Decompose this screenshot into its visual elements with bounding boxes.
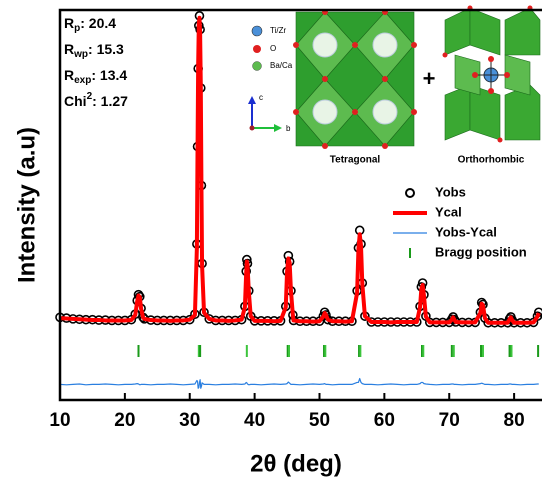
x-tick-label: 80: [504, 410, 525, 431]
x-axis-title: 2θ (deg): [250, 450, 342, 477]
phase-label: Tetragonal: [330, 155, 381, 166]
fit-stat: Rexp: 13.4: [64, 67, 127, 86]
tetragonal-structure: [293, 9, 417, 149]
x-tick-label: 40: [244, 410, 265, 431]
legend-label: Ycal: [435, 204, 462, 219]
series-line: [60, 379, 539, 389]
x-tick-label: 50: [309, 410, 330, 431]
fit-stat: Chi2: 1.27: [64, 91, 128, 109]
atom-label: Ti/Zr: [270, 26, 286, 35]
legend-label: Yobs-Ycal: [435, 224, 497, 239]
chart: Ti/Zr O Ba/Ca c b Tetragonal Orthorhombi…: [0, 0, 542, 481]
phase-label: Orthorhombic: [458, 155, 525, 166]
x-tick-label: 30: [179, 410, 200, 431]
atom-key: Ti/Zr O Ba/Ca: [252, 26, 293, 71]
stat-text: : 15.3: [88, 41, 124, 57]
legend-symbol: [406, 189, 414, 197]
orthorhombic-structure: [443, 6, 541, 143]
x-tick-label: 60: [374, 410, 395, 431]
y-axis-title: Intensity (a.u): [13, 127, 40, 283]
fit-stat: Rp: 20.4: [64, 15, 116, 34]
x-tick-label: 70: [439, 410, 460, 431]
x-tick-label: 20: [114, 410, 135, 431]
stat-symbol: R: [64, 41, 74, 57]
legend-label: Bragg position: [435, 244, 527, 259]
stat-text: : 20.4: [80, 15, 116, 31]
stat-symbol: R: [64, 67, 74, 83]
stat-symbol: R: [64, 15, 74, 31]
x-tick-label: 10: [49, 410, 70, 431]
axis-triad: c b: [248, 93, 291, 133]
atom-label: Ba/Ca: [270, 61, 293, 70]
legend-label: Yobs: [435, 184, 466, 199]
stat-subscript: wp: [73, 49, 88, 60]
axis-label: c: [259, 93, 263, 102]
fit-stat: Rwp: 15.3: [64, 41, 124, 60]
atom-label: O: [270, 44, 276, 53]
stat-subscript: exp: [74, 75, 91, 86]
axis-label: b: [286, 124, 291, 133]
stat-text: : 1.27: [92, 93, 128, 109]
stat-symbol: Chi: [64, 93, 87, 109]
joiner: +: [423, 66, 436, 91]
stat-text: : 13.4: [91, 67, 127, 83]
